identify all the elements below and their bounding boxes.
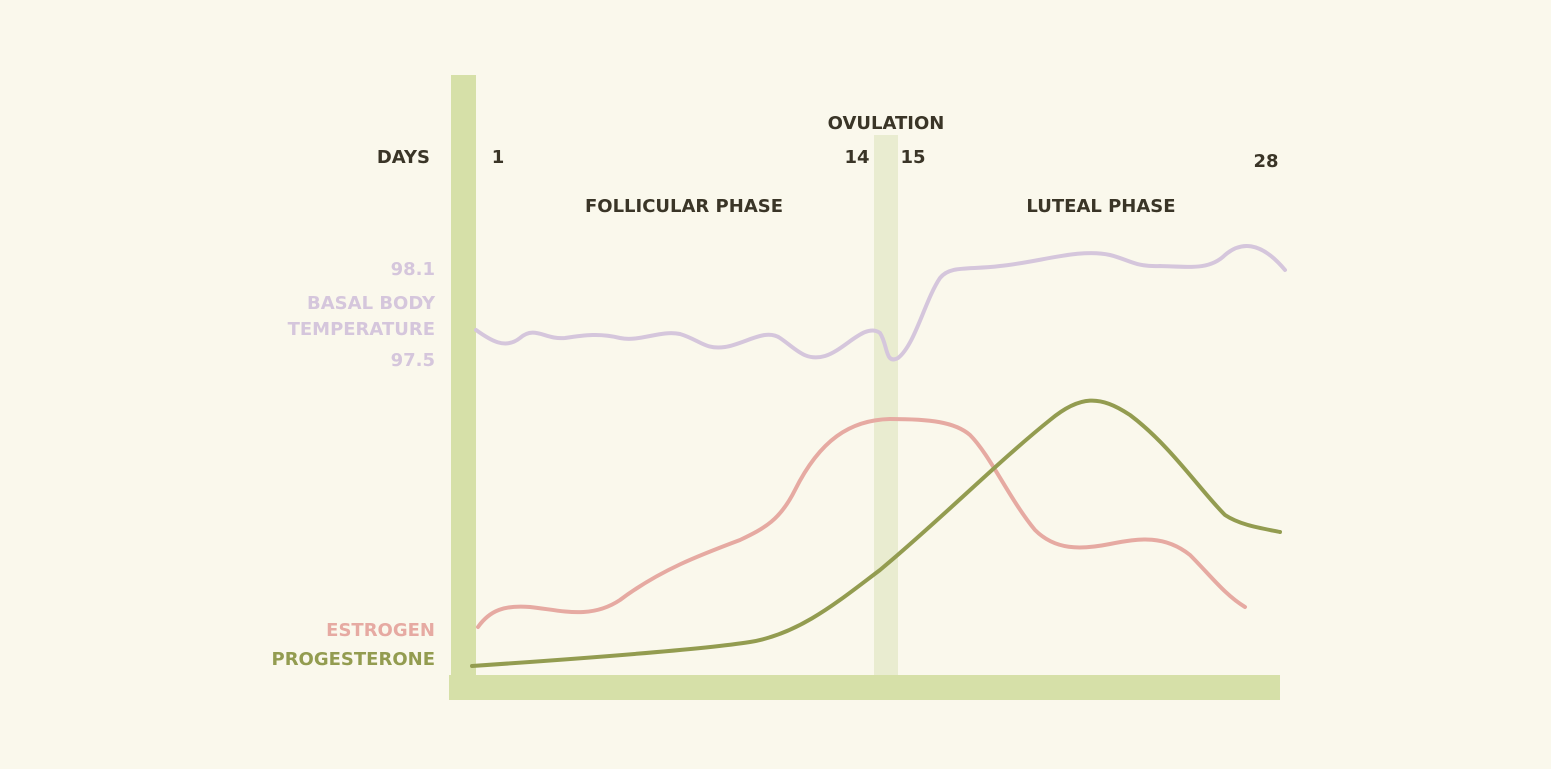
estrogen-curve: [476, 416, 1247, 629]
estrogen-label: ESTROGEN: [326, 620, 435, 641]
ovulation-band: [874, 135, 898, 675]
temperature-low: 97.5: [391, 350, 435, 371]
temperature-high: 98.1: [391, 259, 435, 280]
days-label: DAYS: [377, 147, 430, 168]
day-label: 15: [900, 147, 925, 168]
horizontal-axis-bar: [449, 675, 1280, 700]
temperature-label: BASAL BODY: [307, 293, 436, 314]
phase-label: LUTEAL PHASE: [1026, 196, 1175, 217]
day-label: 28: [1253, 151, 1278, 172]
day-label: 14: [844, 147, 869, 168]
progesterone-label: PROGESTERONE: [272, 649, 436, 670]
phase-label: FOLLICULAR PHASE: [585, 196, 783, 217]
ovulation-label: OVULATION: [828, 113, 945, 134]
day-label: 1: [492, 147, 505, 168]
temperature-curve: [474, 244, 1287, 362]
progesterone-curve: [470, 398, 1282, 668]
temperature-label: TEMPERATURE: [288, 319, 435, 340]
vertical-axis-bar: [451, 75, 476, 700]
